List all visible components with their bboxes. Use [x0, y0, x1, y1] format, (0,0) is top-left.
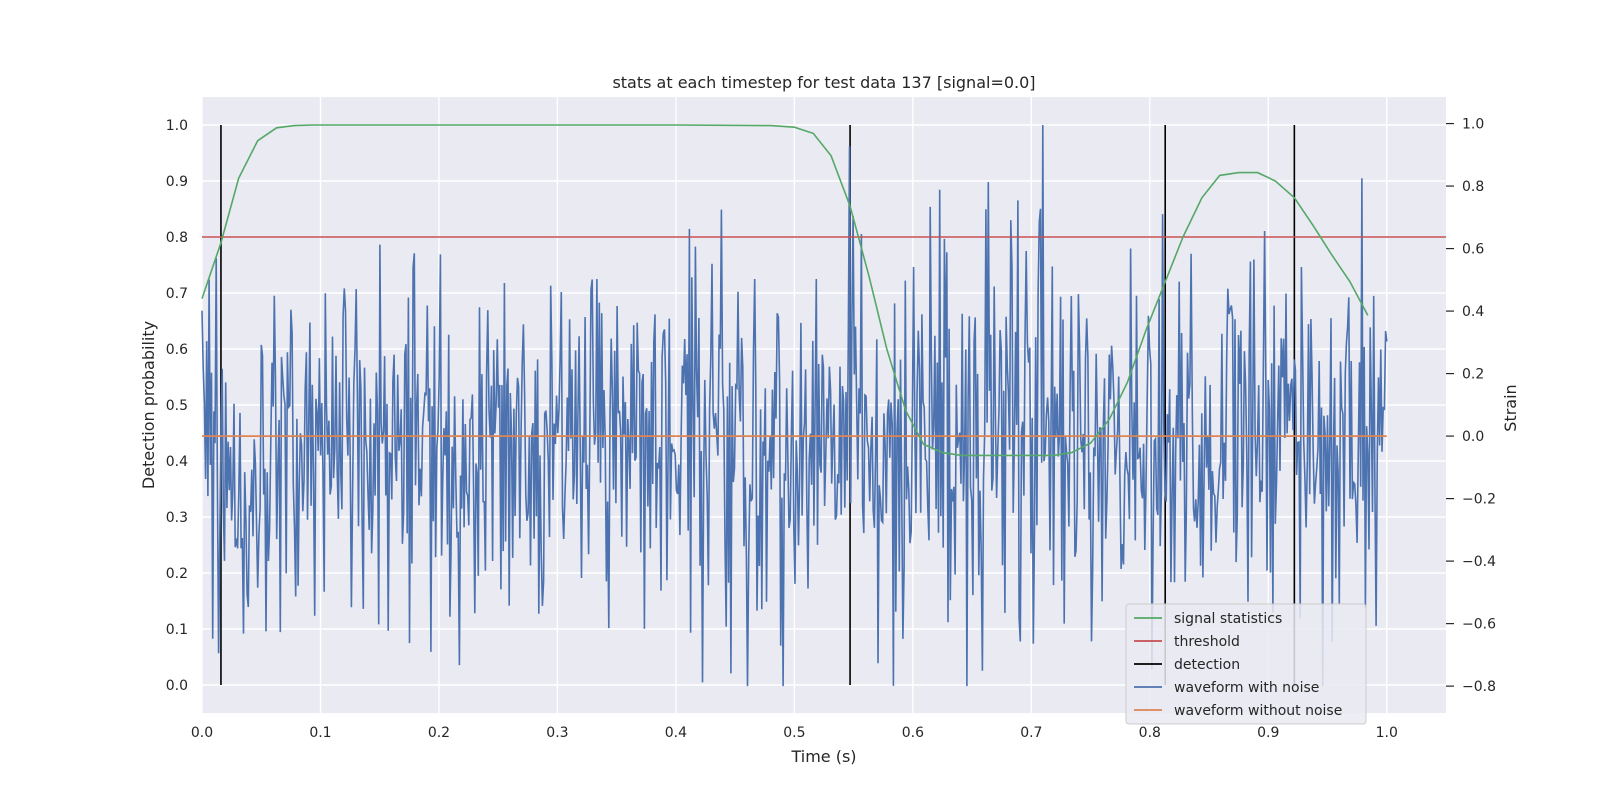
y-tick-label-right: 1.0	[1462, 117, 1484, 133]
y-tick-label-left: 0.8	[166, 230, 188, 246]
series-waveform-with-noise	[201, 124, 1388, 687]
y-tick-label-left: 0.5	[166, 398, 188, 414]
x-tick-label: 0.8	[1139, 725, 1161, 741]
x-tick-label: 1.0	[1376, 725, 1398, 741]
y-tick-label-left: 0.2	[166, 566, 188, 582]
y-tick-label-left: 0.1	[166, 622, 188, 638]
y-tick-label-right: 0.4	[1462, 304, 1484, 320]
y-tick-label-left: 0.3	[166, 510, 188, 526]
x-axis-title: Time (s)	[790, 747, 856, 766]
y-axis-title-right: Strain	[1501, 384, 1520, 431]
axes: 0.0 0.1 0.2 0.3 0.4 0.5 0.6 0.7 0.8 0.9 1.0 0.0 0.1 0…	[166, 117, 1496, 741]
x-tick-label: 0.1	[309, 725, 331, 741]
x-tick-label: 0.7	[1020, 725, 1042, 741]
series-layer	[201, 124, 1446, 687]
legend-entry-label: waveform without noise	[1174, 703, 1342, 719]
x-tick-label: 0.3	[546, 725, 568, 741]
y-tick-label-right: −0.6	[1462, 617, 1496, 633]
y-tick-label-left: 0.6	[166, 342, 188, 358]
series-signal-statistics	[201, 124, 1369, 457]
y-tick-label-left: 0.4	[166, 454, 188, 470]
legend-entry-label: signal statistics	[1174, 611, 1282, 627]
x-tick-label: 0.6	[902, 725, 924, 741]
legend-entry-label: detection	[1174, 657, 1240, 673]
x-tick-label: 0.2	[428, 725, 450, 741]
y-tick-label-right: 0.8	[1462, 179, 1484, 195]
y-tick-label-right: 0.6	[1462, 242, 1484, 258]
y-tick-label-right: −0.8	[1462, 679, 1496, 695]
y-tick-label-right: 0.2	[1462, 367, 1484, 383]
y-tick-label-right: −0.4	[1462, 554, 1496, 570]
y-tick-label-left: 1.0	[166, 118, 188, 134]
y-axis-title-left: Detection probability	[139, 321, 158, 489]
y-tick-label-left: 0.7	[166, 286, 188, 302]
x-tick-label: 0.9	[1257, 725, 1279, 741]
chart-title: stats at each timestep for test data 137…	[612, 73, 1035, 92]
y-tick-label-left: 0.9	[166, 174, 188, 190]
x-tick-label: 0.5	[783, 725, 805, 741]
y-tick-label-left: 0.0	[166, 678, 188, 694]
x-tick-label: 0.0	[191, 725, 213, 741]
y-tick-label-right: −0.2	[1462, 492, 1496, 508]
x-tick-label: 0.4	[665, 725, 687, 741]
legend-entry-label: waveform with noise	[1174, 680, 1319, 696]
y-tick-label-right: 0.0	[1462, 429, 1484, 445]
legend-entry-label: threshold	[1174, 634, 1240, 650]
legend: signal statistics threshold detection wavef…	[1125, 603, 1367, 725]
legend-box	[1125, 603, 1367, 725]
